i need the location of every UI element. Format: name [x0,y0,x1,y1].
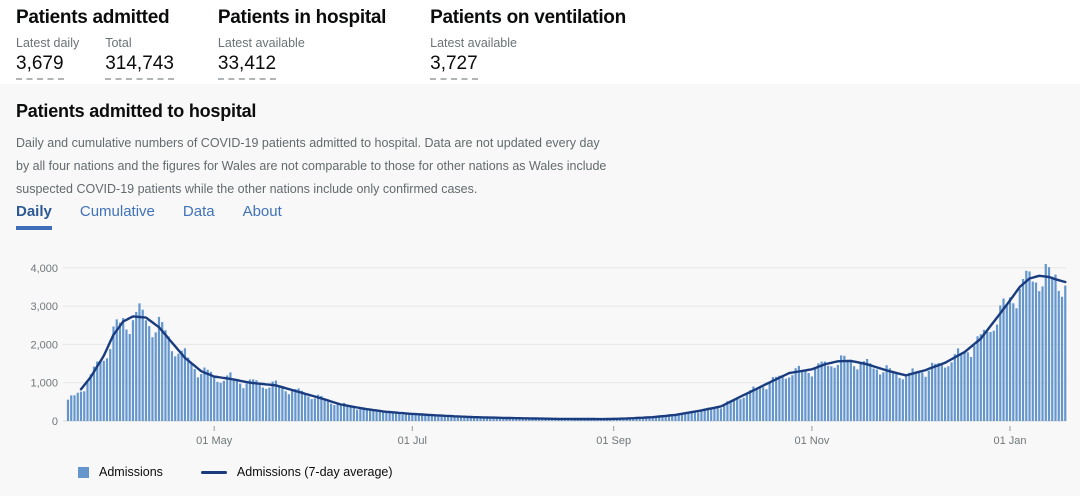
svg-text:0: 0 [52,416,58,428]
metric-value[interactable]: 33,412 [217,53,277,80]
metric-label: Total [105,36,132,50]
chart-tabs: Daily Cumulative Data About [16,203,282,230]
legend-item-admissions: Admissions [78,465,163,479]
section-title: Patients admitted to hospital [16,101,257,121]
metric-latest-daily: Latest daily 3,679 [16,36,79,80]
svg-text:2,000: 2,000 [30,339,58,351]
stat-group-patients-admitted: Patients admitted Latest daily 3,679 Tot… [16,7,174,80]
legend-item-average: Admissions (7-day average) [200,465,393,479]
stat-title: Patients on ventilation [430,7,626,28]
stat-title: Patients admitted [16,7,170,28]
stat-title: Patients in hospital [217,7,387,28]
legend-label: Admissions [99,465,163,479]
metric-latest-available: Latest available 3,727 [430,36,517,80]
summary-stats-row: Patients admitted Latest daily 3,679 Tot… [16,7,626,80]
chart-legend: Admissions Admissions (7-day average) [78,465,393,479]
patients-admitted-card: Patients admitted to hospital Daily and … [0,84,1080,496]
section-description: Daily and cumulative numbers of COVID-19… [16,136,607,196]
svg-text:01 Nov: 01 Nov [794,435,829,447]
svg-text:01 Jul: 01 Jul [398,435,427,447]
average-line-swatch-icon [200,470,227,474]
tab-cumulative[interactable]: Cumulative [79,203,155,220]
svg-text:01 Sep: 01 Sep [596,435,631,447]
metric-value[interactable]: 314,743 [105,53,174,80]
admissions-bar-swatch-icon [78,466,89,478]
svg-text:4,000: 4,000 [30,263,58,275]
tab-daily[interactable]: Daily [16,203,52,230]
metric-value[interactable]: 3,679 [16,53,64,80]
metric-label: Latest available [217,36,305,50]
stat-group-patients-in-hospital: Patients in hospital Latest available 33… [217,7,387,80]
metric-value[interactable]: 3,727 [430,53,478,80]
metric-latest-available: Latest available 33,412 [217,36,305,80]
admissions-chart[interactable]: 0 1,000 2,000 3,000 4,000 01 May 01 Jul 01 Sep 0… [0,248,1080,458]
svg-text:01 May: 01 May [196,435,233,447]
metric-label: Latest available [430,36,517,50]
svg-text:1,000: 1,000 [30,378,58,390]
metric-label: Latest daily [16,36,80,50]
tab-about[interactable]: About [242,203,282,220]
svg-text:01 Jan: 01 Jan [993,435,1026,447]
legend-label: Admissions (7-day average) [236,465,393,479]
svg-text:3,000: 3,000 [30,301,58,313]
metric-total: Total 314,743 [105,36,174,80]
tab-data[interactable]: Data [182,203,215,220]
stat-group-patients-on-ventilation: Patients on ventilation Latest available… [430,7,626,80]
